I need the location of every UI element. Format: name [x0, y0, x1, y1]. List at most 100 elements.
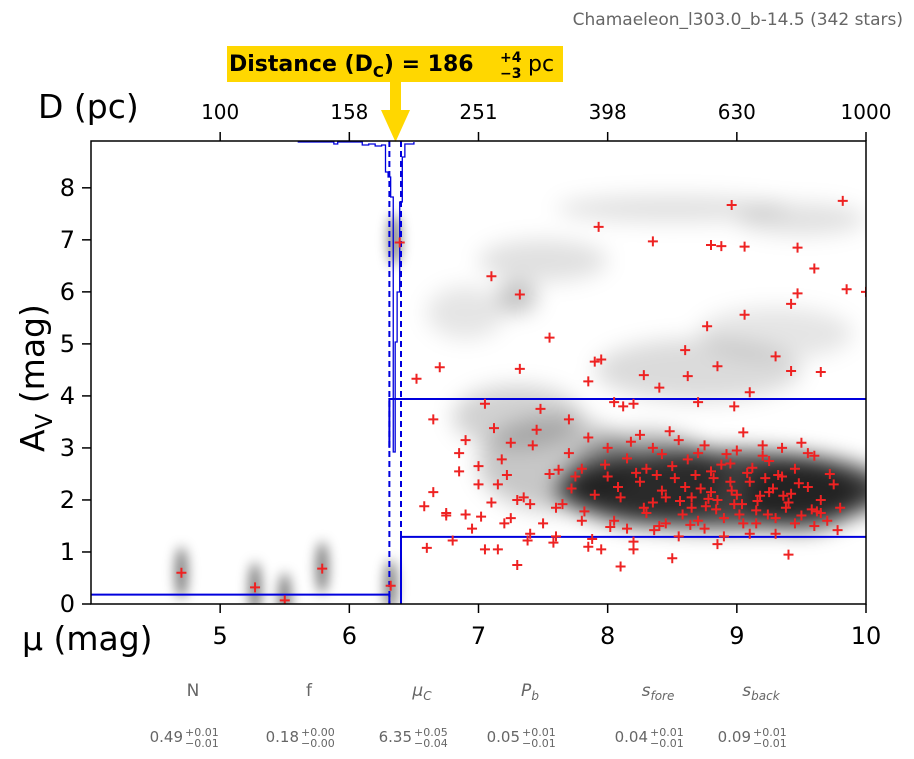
density-blob [497, 281, 537, 313]
star-point [721, 449, 732, 460]
star-point [538, 518, 549, 529]
star-point [176, 567, 187, 578]
star-point [656, 449, 667, 460]
x-tick-label: 7 [471, 622, 486, 650]
star-point [815, 494, 826, 505]
top-axis: 100 158 251 398 630 1000 [201, 100, 891, 141]
star-point [460, 435, 471, 446]
star-point [638, 370, 649, 381]
star-point [628, 544, 639, 555]
distance-annotation: Distance (DC) = 186 +4 −3 pc [227, 46, 563, 142]
star-point [686, 502, 697, 513]
star-point [770, 351, 781, 362]
param-lower-error: −0.01 [185, 737, 219, 750]
star-point [535, 403, 546, 414]
star-point [770, 513, 781, 524]
star-point [744, 387, 755, 398]
star-point [708, 473, 719, 484]
star-point [654, 382, 665, 393]
star-point [583, 541, 594, 552]
distance-unit: pc [528, 52, 554, 77]
star-point [576, 515, 587, 526]
star-point [557, 499, 568, 510]
star-point [669, 473, 680, 484]
star-point [729, 401, 740, 412]
star-point [527, 440, 538, 451]
star-point [492, 544, 503, 555]
param-lower-error: −0.00 [301, 737, 335, 750]
star-point [792, 242, 803, 253]
star-point [647, 497, 658, 508]
star-point [613, 481, 623, 492]
y-tick-label: 8 [60, 174, 75, 202]
star-point [514, 289, 525, 300]
star-point [824, 468, 835, 479]
star-point [716, 241, 727, 252]
star-point [815, 366, 826, 377]
star-point [654, 520, 665, 531]
star-point [712, 361, 723, 372]
star-point [641, 507, 652, 518]
y-axis: 0 1 2 3 4 5 6 7 8 [60, 174, 91, 618]
star-point [486, 271, 497, 282]
star-point [703, 493, 714, 504]
top-tick-label: 1000 [841, 100, 892, 124]
star-point [811, 506, 822, 517]
svg-text:Distance (DC) = 186: Distance (DC) = 186 [229, 52, 474, 81]
star-point [861, 286, 866, 297]
distance-label-sub: C [373, 63, 384, 81]
star-point [631, 467, 642, 478]
star-point [700, 501, 711, 512]
star-point [600, 459, 611, 470]
star-point [783, 497, 794, 508]
top-tick-label: 100 [201, 100, 239, 124]
star-point [622, 523, 633, 534]
star-point [744, 476, 755, 487]
star-point [454, 466, 465, 477]
star-point [738, 427, 749, 438]
star-point [675, 495, 685, 506]
star-point [476, 511, 487, 522]
star-point [618, 401, 629, 412]
star-point [385, 580, 396, 591]
star-point [664, 426, 675, 437]
y-tick-label: 2 [60, 486, 75, 514]
star-point [737, 499, 747, 510]
star-point [589, 489, 600, 500]
star-point [755, 490, 766, 501]
y-tick-label: 0 [60, 590, 75, 618]
density-blob [388, 213, 401, 266]
star-point [752, 495, 763, 506]
star-point [496, 454, 507, 465]
distance-arrow-shaft [390, 82, 401, 112]
star-point [660, 492, 671, 503]
x-tick-label: 9 [729, 622, 744, 650]
star-point [789, 518, 800, 529]
star-point [792, 288, 803, 299]
star-point [682, 454, 693, 465]
top-tick-label: 630 [718, 100, 756, 124]
star-point [809, 520, 820, 531]
star-point [667, 461, 678, 472]
param-lower-error: −0.01 [522, 737, 556, 750]
chart-title: Chamaeleon_l303.0_b-14.5 (342 stars) [573, 10, 903, 30]
y-tick-label: 7 [60, 226, 75, 254]
model-lines [91, 141, 866, 604]
star-point [651, 469, 662, 480]
distance-value: ) = 186 [384, 52, 474, 77]
y-tick-label: 1 [60, 538, 75, 566]
star-point [518, 492, 529, 503]
star-point [789, 463, 800, 474]
star-point [738, 518, 749, 529]
star-point [421, 542, 432, 553]
star-point [460, 509, 471, 520]
star-point [770, 528, 781, 539]
star-point [587, 533, 598, 544]
x-tick-label: 5 [213, 622, 228, 650]
star-point [634, 476, 645, 487]
param-upper-error: +0.00 [301, 726, 335, 739]
y-tick-label: 5 [60, 330, 75, 358]
star-point [411, 373, 422, 384]
star-point [447, 535, 458, 546]
